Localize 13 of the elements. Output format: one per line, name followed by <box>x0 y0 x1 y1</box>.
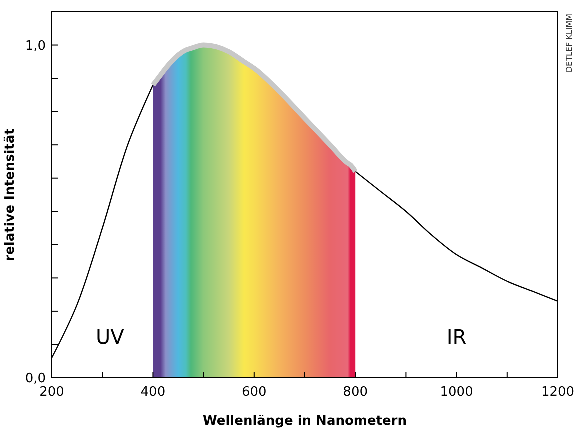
annotation: IR <box>446 325 467 349</box>
y-tick-label: 1,0 <box>25 38 46 54</box>
x-tick-label: 400 <box>140 385 166 400</box>
y-axis-title: relative Intensität <box>3 128 18 262</box>
x-axis-title: Wellenlänge in Nanometern <box>203 414 407 429</box>
y-tick-label: 0,0 <box>25 372 46 387</box>
x-tick-label: 1200 <box>541 385 575 400</box>
x-tick-label: 200 <box>40 385 64 400</box>
annotation: UV <box>96 325 125 349</box>
x-tick-label: 600 <box>242 385 267 400</box>
x-tick-label: 1000 <box>440 385 474 400</box>
text: DETLEF KLIMM <box>565 14 574 73</box>
x-tick-label: 800 <box>343 385 368 400</box>
